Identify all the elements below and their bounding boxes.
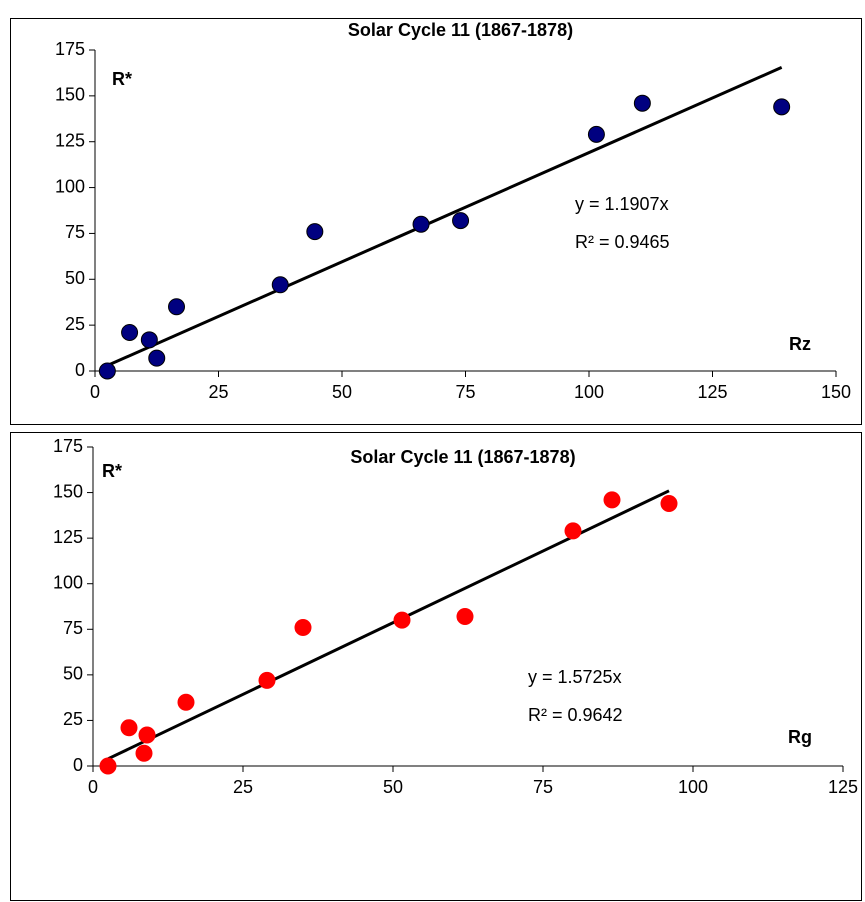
data-point	[177, 693, 195, 711]
data-point	[148, 349, 166, 367]
data-point	[271, 276, 289, 294]
x-tick-label: 25	[233, 777, 253, 797]
x-tick-label: 100	[574, 382, 604, 402]
data-point	[564, 522, 582, 540]
y-tick-label: 50	[63, 664, 83, 684]
data-point	[135, 744, 153, 762]
data-point	[633, 94, 651, 112]
y-tick-label: 75	[63, 618, 83, 638]
data-point	[603, 491, 621, 509]
x-tick-label: 100	[678, 777, 708, 797]
y-tick-label: 25	[65, 314, 85, 334]
y-tick-label: 125	[53, 527, 83, 547]
data-point	[120, 719, 138, 737]
y-tick-label: 50	[65, 268, 85, 288]
chart-frame	[10, 18, 862, 425]
trendline	[106, 66, 783, 367]
x-tick-label: 125	[828, 777, 858, 797]
y-tick-label: 175	[55, 39, 85, 59]
x-axis-label: Rz	[789, 334, 811, 354]
data-point	[99, 757, 117, 775]
x-tick-label: 0	[90, 382, 100, 402]
data-point	[140, 331, 158, 349]
y-tick-label: 100	[53, 572, 83, 592]
r-squared: R² = 0.9465	[575, 232, 670, 252]
data-point	[456, 608, 474, 626]
data-point	[306, 223, 324, 241]
y-tick-label: 0	[75, 360, 85, 380]
y-tick-label: 0	[73, 755, 83, 775]
y-axis-label: R*	[102, 461, 122, 481]
r-squared: R² = 0.9642	[528, 705, 623, 725]
data-point	[138, 726, 156, 744]
data-point	[412, 215, 430, 233]
data-point	[587, 125, 605, 143]
data-point	[393, 611, 411, 629]
data-point	[98, 362, 116, 380]
x-tick-label: 0	[88, 777, 98, 797]
data-point	[294, 618, 312, 636]
y-tick-label: 150	[53, 481, 83, 501]
data-point	[121, 323, 139, 341]
y-tick-label: 75	[65, 222, 85, 242]
x-tick-label: 75	[533, 777, 553, 797]
y-tick-label: 25	[63, 709, 83, 729]
y-tick-label: 150	[55, 85, 85, 105]
x-tick-label: 50	[383, 777, 403, 797]
data-point	[168, 298, 186, 316]
data-point	[773, 98, 791, 116]
chart-title: Solar Cycle 11 (1867-1878)	[348, 20, 573, 40]
chart-frame	[10, 432, 862, 901]
trendline-equation: y = 1.5725x	[528, 667, 622, 687]
y-axis-label: R*	[112, 69, 132, 89]
data-point	[452, 212, 470, 230]
trendline-equation: y = 1.1907x	[575, 194, 669, 214]
x-tick-label: 50	[332, 382, 352, 402]
x-tick-label: 150	[821, 382, 851, 402]
data-point	[660, 495, 678, 513]
chart-title: Solar Cycle 11 (1867-1878)	[350, 447, 575, 467]
y-tick-label: 100	[55, 176, 85, 196]
y-tick-label: 125	[55, 130, 85, 150]
x-axis-label: Rg	[788, 727, 812, 747]
x-tick-label: 75	[455, 382, 475, 402]
x-tick-label: 25	[208, 382, 228, 402]
data-point	[258, 671, 276, 689]
y-tick-label: 175	[53, 436, 83, 456]
x-tick-label: 125	[697, 382, 727, 402]
